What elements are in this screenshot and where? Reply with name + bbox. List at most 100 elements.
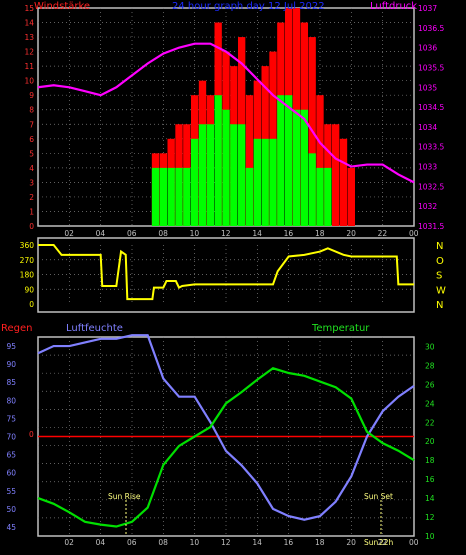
wind-bar (159, 167, 167, 226)
wind-bar (292, 109, 301, 226)
wind-tick-label: 7 (29, 120, 34, 129)
pressure-tick-label: 1033.5 (418, 143, 444, 152)
wind-tick-label: 0 (29, 222, 34, 231)
wind-tick-label: 1 (29, 207, 34, 216)
x-tick-label: 20 (346, 538, 356, 547)
humidity-tick-label: 55 (6, 487, 16, 496)
gust-bar (332, 124, 340, 226)
compass-letter: N (436, 241, 443, 252)
wind-bar (245, 167, 254, 226)
gust-bar (245, 95, 254, 226)
gust-bar (339, 138, 348, 226)
gust-bar (347, 167, 355, 226)
wind-bar (191, 138, 199, 226)
humidity-tick-label: 65 (6, 451, 16, 460)
x-tick-label: 08 (158, 229, 168, 238)
temperature-tick-label: 16 (425, 475, 435, 484)
wind-bar (214, 95, 222, 226)
x-tick-label: 16 (284, 229, 294, 238)
pressure-axis-label: Luftdruck (370, 1, 417, 12)
wind-bar (151, 167, 160, 226)
x-tick-label: 06 (127, 538, 137, 547)
wind-tick-label: 15 (24, 4, 34, 13)
wind-tick-label: 2 (29, 193, 34, 202)
pressure-tick-label: 1034 (418, 123, 437, 132)
chart-title: 24 hour graph day 12 Jul 2022 (172, 1, 325, 12)
pressure-tick-label: 1035.5 (418, 63, 444, 72)
x-tick-label: 00 (409, 538, 419, 547)
x-tick-label: 22 (378, 229, 388, 238)
direction-tick-label: 0 (29, 300, 34, 309)
wind-bar (269, 138, 277, 226)
x-tick-label: 10 (190, 538, 200, 547)
wind-tick-label: 10 (24, 77, 34, 86)
humidity-tick-label: 45 (6, 523, 16, 532)
wind-axis-label: Windstärke (34, 1, 90, 12)
wind-tick-label: 12 (24, 48, 34, 57)
wind-bars (151, 8, 355, 227)
wind-bar (316, 167, 324, 226)
pressure-line (37, 42, 415, 184)
temperature-tick-label: 10 (425, 532, 435, 541)
humidity-tick-label: 70 (6, 433, 16, 442)
pressure-tick-label: 1037 (418, 4, 437, 13)
compass-letter: W (436, 285, 446, 296)
x-tick-label: 20 (346, 229, 356, 238)
x-tick-label: 14 (252, 538, 262, 547)
direction-tick-label: 90 (24, 285, 34, 294)
wind-tick-label: 9 (29, 91, 34, 100)
x-tick-label: 08 (158, 538, 168, 547)
wind-bar (167, 167, 175, 226)
sun-bottom-label: Sun (364, 538, 379, 547)
x-tick-label: 12 (221, 229, 231, 238)
22h-bottom-label: 22h (379, 538, 394, 547)
x-tick-label: 14 (252, 229, 262, 238)
x-tick-label: 16 (284, 538, 294, 547)
wind-bar (324, 167, 332, 226)
rain-axis-label: Regen (1, 323, 33, 334)
wind-tick-label: 6 (29, 135, 34, 144)
x-tick-label: 02 (64, 538, 74, 547)
wind-bar (222, 109, 230, 226)
temperature-line (37, 367, 415, 528)
temperature-axis-label: Temperatur (311, 323, 370, 334)
compass-letter: N (436, 300, 443, 311)
wind-bar (206, 124, 214, 226)
wind-bar (253, 138, 261, 226)
pressure-tick-label: 1031.5 (418, 222, 444, 231)
direction-tick-label: 360 (20, 241, 35, 250)
temp-humidity-panel: Sun Rise Sun Set 4550556065707580859095 … (1, 323, 435, 547)
pressure-tick-label: 1032 (418, 202, 437, 211)
temperature-tick-label: 20 (425, 437, 435, 446)
sunrise-label: Sun Rise (108, 492, 141, 501)
humidity-tick-label: 95 (6, 342, 16, 351)
temperature-tick-label: 18 (425, 456, 435, 465)
wind-x-ticks: 02 04 06 08 10 12 14 16 18 20 22 00 (64, 229, 418, 238)
temperature-tick-label: 28 (425, 361, 435, 370)
pressure-tick-label: 1034.5 (418, 103, 444, 112)
wind-tick-label: 5 (29, 149, 34, 158)
humidity-y-ticks: 45 50 55 60 65 70 75 80 85 90 95 (6, 342, 16, 532)
pressure-tick-label: 1036 (418, 44, 437, 53)
humidity-line (37, 334, 415, 521)
temperature-tick-label: 24 (425, 399, 435, 408)
wind-bar (308, 153, 316, 226)
humidity-tick-label: 80 (6, 396, 16, 405)
temperature-tick-label: 26 (425, 380, 435, 389)
x-tick-label: 22 (378, 538, 388, 547)
wind-bar (183, 167, 191, 226)
wind-tick-label: 4 (29, 164, 34, 173)
x-tick-label: 18 (315, 229, 325, 238)
direction-grid (38, 245, 414, 304)
x-tick-label: 04 (96, 229, 106, 238)
x-tick-label: 00 (409, 229, 419, 238)
sunset-label: Sun Set (364, 492, 393, 501)
pressure-tick-label: 1033 (418, 163, 437, 172)
wind-bar (261, 138, 269, 226)
temperature-y-ticks: 10 12 14 16 18 20 22 24 26 28 30 (425, 342, 435, 541)
wind-bar (238, 124, 246, 226)
